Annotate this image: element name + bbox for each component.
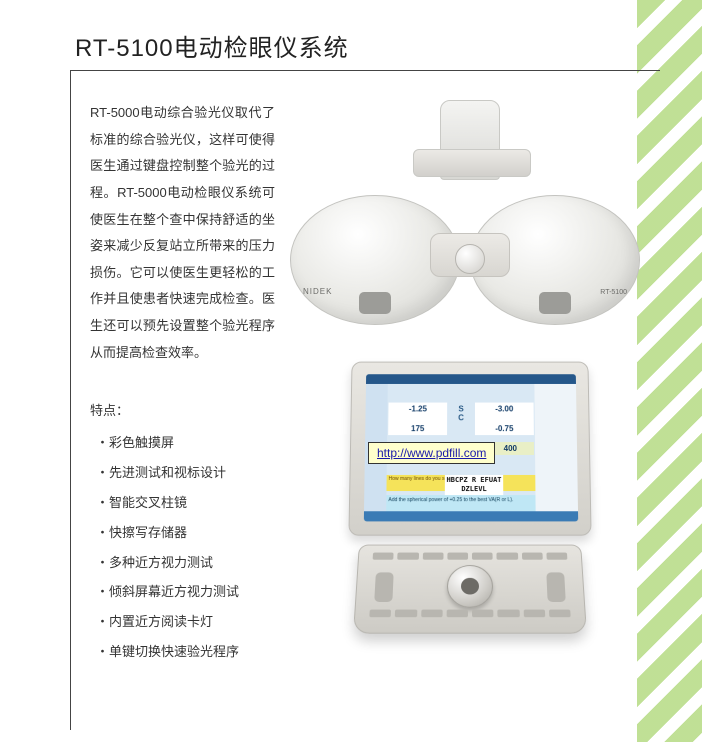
list-item: 内置近方阅读卡灯 xyxy=(96,607,239,637)
list-item: 彩色触摸屏 xyxy=(96,428,239,458)
value-cell: 175 xyxy=(388,422,447,435)
lens-port xyxy=(359,292,391,314)
phoropter-head: NIDEK RT-5100 xyxy=(290,125,640,345)
value-cell xyxy=(449,422,473,435)
lens-port xyxy=(539,292,571,314)
intro-paragraph: RT-5000电动综合验光仪取代了标准的综合验光仪，这样可使得医生通过键盘控制整… xyxy=(90,100,275,366)
list-item: 单键切换快速验光程序 xyxy=(96,637,239,667)
control-console: -1.25 SCA -3.00 175 -0.75 200 50 40 xyxy=(350,360,590,640)
screen-topbar xyxy=(366,374,576,384)
mount-arm xyxy=(440,100,500,180)
keypad-side-button xyxy=(374,572,393,602)
pd-knob xyxy=(455,244,485,274)
features-heading: 特点： xyxy=(90,400,129,419)
page: RT-5100电动检眼仪系统 RT-5000电动综合验光仪取代了标准的综合验光仪… xyxy=(0,0,702,742)
keypad-row xyxy=(373,553,568,562)
keypad-side-button xyxy=(546,572,565,602)
keypad-row xyxy=(369,610,571,620)
divider-horizontal xyxy=(70,70,660,71)
screen-values-row: 175 -0.75 xyxy=(387,421,535,436)
list-item: 倾斜屏幕近方视力测试 xyxy=(96,577,239,607)
pdfill-watermark-link[interactable]: http://www.pdfill.com xyxy=(368,442,495,464)
page-title: RT-5100电动检眼仪系统 xyxy=(75,28,349,63)
brand-label-left: NIDEK xyxy=(303,287,332,296)
list-item: 先进测试和视标设计 xyxy=(96,458,239,488)
screen-rightcol xyxy=(534,384,578,511)
screen-instruction: Add the spherical power of +0.25 to the … xyxy=(386,495,535,511)
keypad-dial xyxy=(447,565,494,608)
value-cell: -0.75 xyxy=(475,422,534,435)
brand-label-right: RT-5100 xyxy=(600,289,627,296)
control-keypad xyxy=(353,545,587,634)
list-item: 智能交叉柱镜 xyxy=(96,488,239,518)
phoropter-bridge xyxy=(430,233,510,277)
divider-vertical xyxy=(70,70,71,730)
features-list: 彩色触摸屏 先进测试和视标设计 智能交叉柱镜 快擦写存储器 多种近方视力测试 倾… xyxy=(96,428,239,667)
list-item: 多种近方视力测试 xyxy=(96,548,239,578)
list-item: 快擦写存储器 xyxy=(96,518,239,548)
device-illustration: NIDEK RT-5100 -1.25 xyxy=(280,80,650,650)
